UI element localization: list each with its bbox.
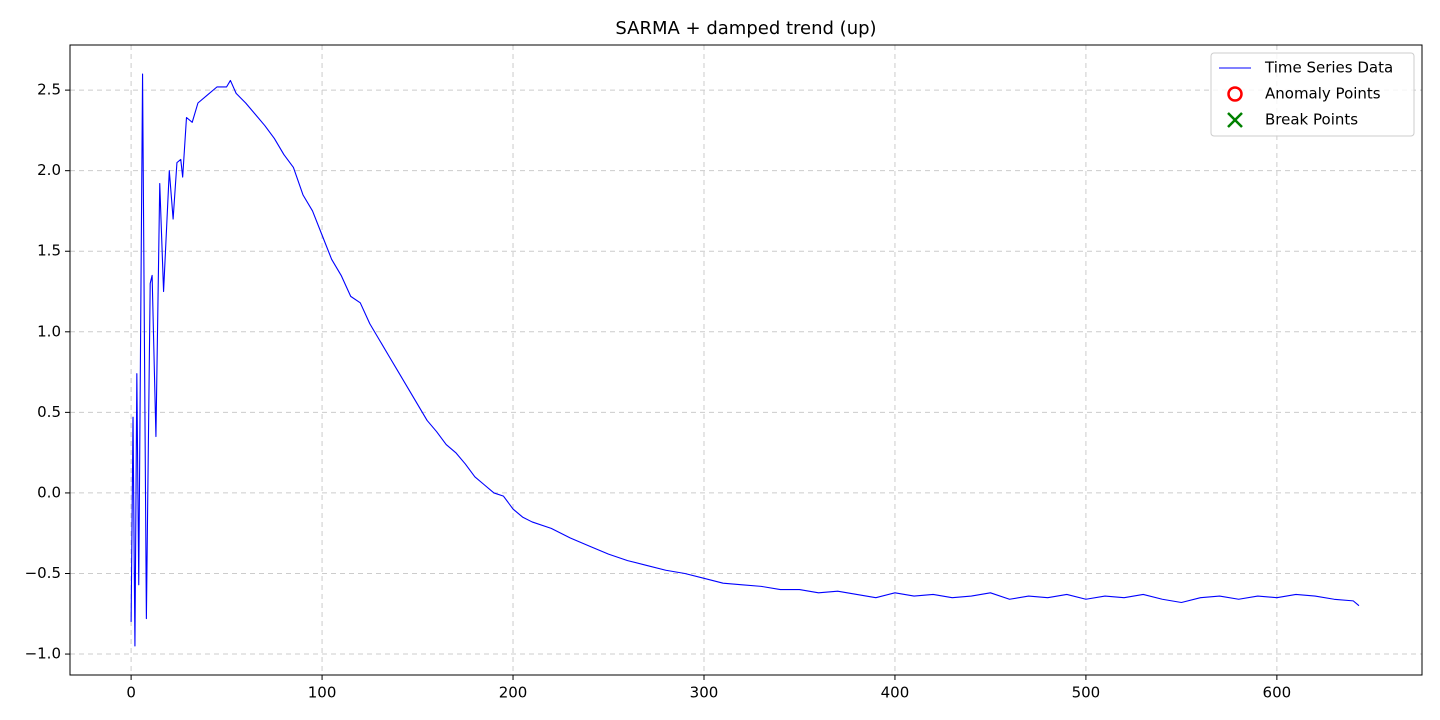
x-tick-label: 0 <box>126 684 136 702</box>
y-tick-label: 0.5 <box>37 403 61 421</box>
chart-title: SARMA + damped trend (up) <box>615 18 876 39</box>
y-tick-label: 1.0 <box>37 322 61 340</box>
y-tick-label: −1.0 <box>25 645 61 663</box>
y-tick-label: 0.0 <box>37 483 61 501</box>
legend-label: Time Series Data <box>1264 59 1393 77</box>
legend-marker <box>1227 112 1243 128</box>
legend-label: Break Points <box>1265 111 1358 129</box>
x-tick-label: 300 <box>690 684 719 702</box>
y-tick-label: 2.0 <box>37 161 61 179</box>
y-tick-label: 1.5 <box>37 242 61 260</box>
x-tick-label: 400 <box>881 684 910 702</box>
y-tick-label: −0.5 <box>25 564 61 582</box>
x-tick-label: 200 <box>499 684 528 702</box>
legend: Time Series Data Anomaly Points Break Poin… <box>1210 52 1415 137</box>
data-line <box>130 73 1360 647</box>
x-tick-label: 100 <box>308 684 337 702</box>
y-tick-label: 2.5 <box>37 81 61 99</box>
x-tick-label: 600 <box>1263 684 1292 702</box>
x-tick-label: 500 <box>1072 684 1101 702</box>
legend-box <box>1210 52 1415 137</box>
plot-frame <box>69 44 1423 676</box>
legend-label: Anomaly Points <box>1265 85 1381 103</box>
legend-marker <box>1227 86 1243 102</box>
